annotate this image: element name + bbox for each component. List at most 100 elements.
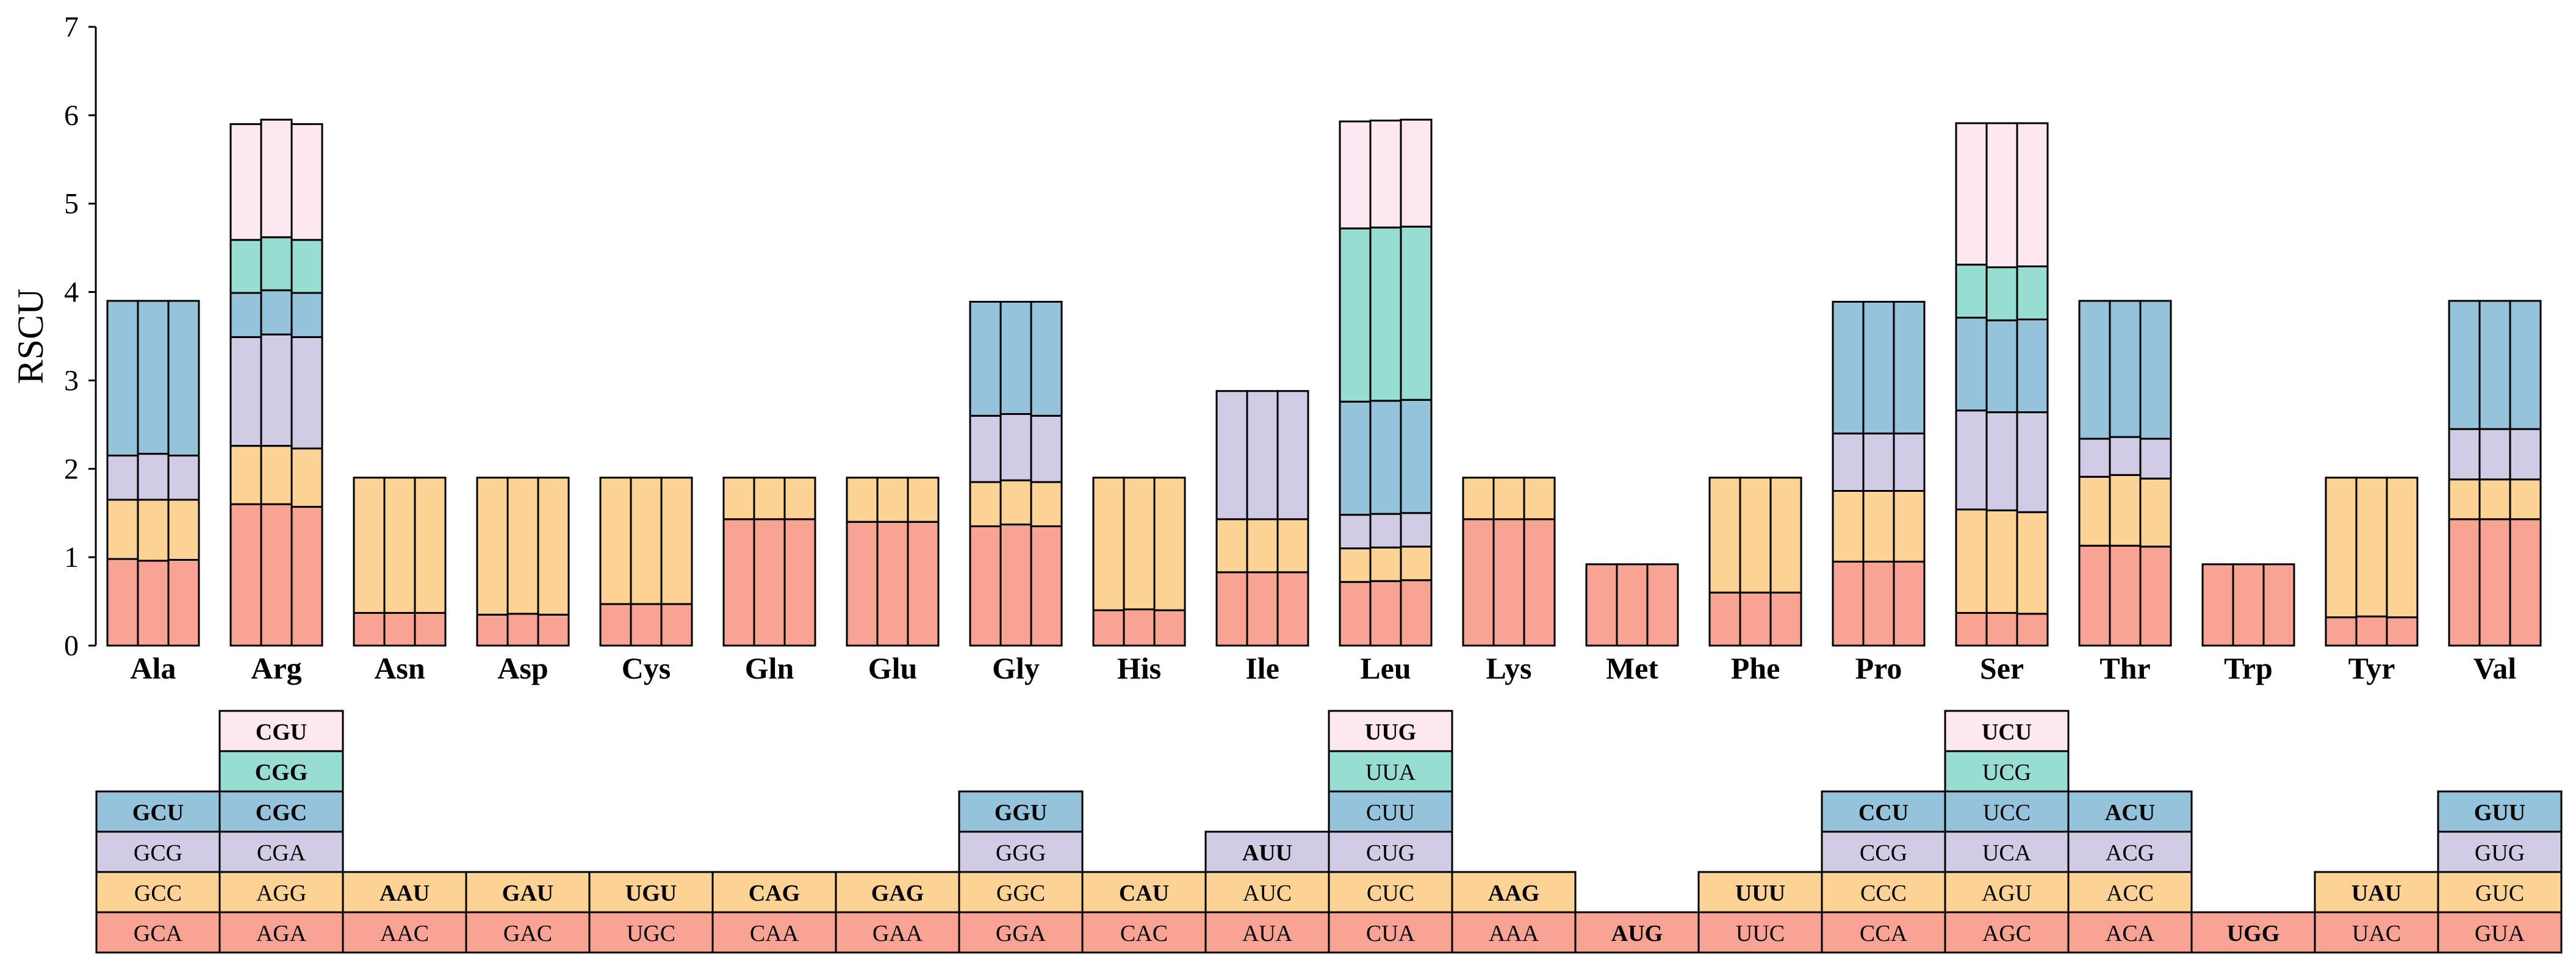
y-tick-label: 2 — [64, 453, 79, 485]
bar-segment-uau — [2355, 477, 2388, 618]
bar-segment-gac — [476, 613, 509, 647]
x-tick-label: Ala — [131, 651, 176, 685]
bar-segment-uuc — [1739, 591, 1772, 647]
codon-label: UGG — [2227, 921, 2280, 946]
codon-label: AGU — [1982, 881, 2032, 906]
bar-segment-ccc — [1893, 490, 1926, 563]
bar-segment-uac — [2386, 616, 2419, 647]
y-tick-label: 3 — [64, 364, 79, 397]
bar-segment-gcc — [106, 499, 139, 560]
bar-segment-cau — [1153, 477, 1186, 611]
bar-segment-agg — [260, 445, 293, 505]
codon-label: ACC — [2106, 881, 2154, 906]
bar-segment-auc — [1246, 518, 1279, 574]
codon-column-leu: CUA CUC CUG CUU UUA UUG — [1328, 710, 1453, 954]
codon-cell — [1451, 871, 1577, 913]
codon-label: AGG — [256, 881, 306, 906]
bar-segment-cgc — [229, 292, 262, 338]
bar-segment-aua — [1246, 571, 1279, 647]
bar-segment-guc — [2509, 478, 2542, 521]
codon-label: CGA — [257, 840, 306, 866]
bar-segment-auc — [1215, 518, 1248, 574]
bar-segment-guu — [2478, 300, 2511, 430]
codon-label: CCU — [1858, 800, 1909, 826]
bar-segment-ggc — [999, 479, 1032, 526]
bar-segment-cgu — [290, 123, 323, 241]
bar-segment-uca — [1955, 409, 1988, 511]
codon-cell — [2437, 871, 2563, 913]
codon-column-gly: GGA GGC GGG GGU — [958, 790, 1084, 954]
codon-column-tyr: UAC UAU — [2314, 871, 2439, 954]
bar-segment-agc — [1985, 611, 2018, 647]
y-axis-label: RSCU — [10, 289, 51, 384]
bar-segment-cua — [1369, 580, 1402, 647]
bar-segment-ucc — [1985, 319, 2018, 414]
bar-segment-agc — [2016, 613, 2049, 647]
codon-cell — [2067, 871, 2193, 913]
bar-segment-cuc — [1369, 546, 1402, 582]
bar-group-ala — [106, 300, 200, 647]
bar-segment-ugu — [630, 477, 663, 605]
bar-segment-cua — [1339, 581, 1372, 647]
bar-segment-ugc — [660, 603, 693, 647]
bar-segment-cca — [1832, 560, 1865, 647]
codon-column-asp: GAC GAU — [465, 871, 591, 954]
codon-label: CAC — [1120, 921, 1168, 946]
codon-cell — [218, 750, 344, 793]
bar-segment-cug — [1400, 512, 1433, 548]
codon-label: UCG — [1982, 760, 2031, 785]
bar-segment-ucc — [1955, 317, 1988, 412]
bar-segment-ucu — [1985, 122, 2018, 268]
bar-segment-ccu — [1832, 301, 1865, 434]
bar-segment-aac — [414, 611, 447, 647]
bar-group-phe — [1708, 477, 1802, 647]
bar-segment-ugg — [2232, 563, 2265, 647]
codon-cell — [2067, 790, 2193, 833]
bar-segment-ccu — [1862, 301, 1895, 434]
bar-segment-ucg — [2016, 265, 2049, 320]
codon-label: AAU — [380, 881, 430, 906]
codon-label: AAA — [1489, 921, 1539, 946]
codon-cell — [711, 911, 837, 954]
bar-group-his — [1092, 477, 1186, 647]
bar-segment-aga — [229, 503, 262, 647]
x-tick-label: Asp — [497, 651, 548, 685]
codon-cell — [218, 790, 344, 833]
bar-segment-ugu — [660, 477, 693, 605]
y-axis: 0 1 2 3 4 5 6 7 — [64, 11, 97, 662]
bar-segment-gau — [537, 477, 570, 616]
bar-segment-gag — [876, 477, 909, 523]
bar-segment-uug — [1369, 120, 1402, 229]
bar-segment-uau — [2386, 477, 2419, 619]
codon-label: GCA — [134, 921, 183, 946]
codon-label: AAG — [1488, 881, 1539, 906]
bar-group-arg — [229, 118, 323, 647]
codon-label: GCU — [132, 800, 184, 826]
bar-segment-acu — [2139, 300, 2172, 440]
codon-label: CAU — [1119, 881, 1169, 906]
x-tick-label: Gly — [992, 651, 1040, 685]
bar-segment-ugg — [2262, 563, 2295, 647]
codon-cell — [1204, 911, 1330, 954]
bar-segment-ccg — [1893, 432, 1926, 492]
y-tick-label: 6 — [64, 99, 79, 132]
bar-segment-cag — [783, 477, 816, 521]
codon-cell — [1328, 790, 1453, 833]
bar-segment-aag — [1492, 477, 1525, 521]
x-tick-label: Thr — [2099, 651, 2150, 685]
bar-segment-gca — [137, 560, 170, 647]
bar-segment-uua — [1339, 227, 1372, 403]
bar-segment-ggu — [999, 301, 1032, 415]
codon-column-arg: AGA AGG CGA CGC CGG CGU — [218, 710, 344, 954]
bar-segment-cgc — [260, 289, 293, 336]
bar-segment-guu — [2448, 300, 2481, 430]
codon-label: GAG — [871, 881, 924, 906]
bar-segment-cac — [1153, 609, 1186, 647]
bar-segment-uuu — [1708, 477, 1741, 594]
bar-segment-aag — [1523, 477, 1556, 521]
codon-label: UGU — [625, 881, 677, 906]
codon-label: CUA — [1366, 921, 1416, 946]
bar-segment-cca — [1893, 560, 1926, 647]
bar-group-thr — [2078, 300, 2172, 647]
